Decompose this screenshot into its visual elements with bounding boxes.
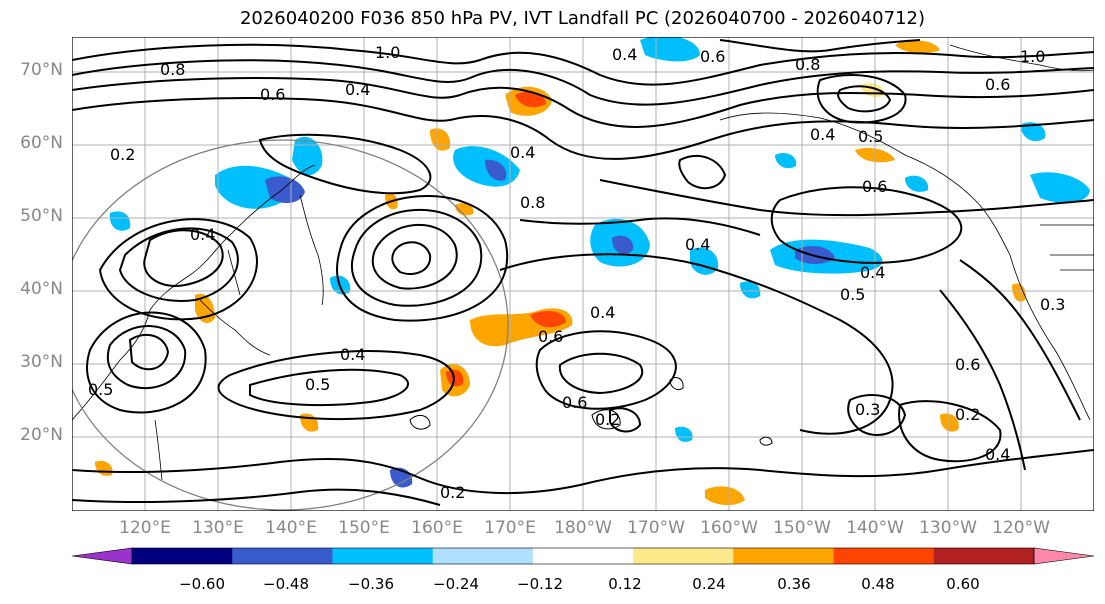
- svg-text:0.3: 0.3: [855, 400, 880, 419]
- lon-label-170w: 170°W: [627, 518, 685, 538]
- colorbar-segment: [833, 548, 935, 564]
- svg-text:0.4: 0.4: [685, 235, 710, 254]
- svg-text:0.4: 0.4: [612, 45, 637, 64]
- svg-text:0.8: 0.8: [160, 60, 185, 79]
- colorbar-segment: [933, 548, 1035, 564]
- svg-text:0.5: 0.5: [840, 285, 865, 304]
- svg-text:0.6: 0.6: [985, 75, 1010, 94]
- colorbar: [71, 547, 1095, 565]
- colorbar-tick-label: −0.24: [433, 575, 479, 593]
- region-circle: [72, 139, 509, 511]
- svg-text:0.8: 0.8: [795, 55, 820, 74]
- colorbar-tick-label: 0.48: [861, 575, 895, 593]
- map-title: 2026040200 F036 850 hPa PV, IVT Landfall…: [239, 8, 926, 29]
- svg-text:0.4: 0.4: [590, 303, 615, 322]
- svg-text:0.4: 0.4: [190, 225, 215, 244]
- colorbar-tick-label: 0.12: [608, 575, 642, 593]
- svg-text:0.6: 0.6: [862, 177, 887, 196]
- svg-text:0.3: 0.3: [1040, 295, 1065, 314]
- lon-label-150w: 150°W: [773, 518, 831, 538]
- svg-text:0.5: 0.5: [305, 375, 330, 394]
- negative-anomaly-fills: [109, 37, 1090, 488]
- svg-text:0.5: 0.5: [858, 127, 883, 146]
- lat-label-60n: 60°N: [20, 133, 63, 153]
- colorbar-tick-label: −0.48: [263, 575, 309, 593]
- svg-text:1.0: 1.0: [1020, 47, 1045, 66]
- colorbar-segment: [232, 548, 333, 564]
- svg-text:0.4: 0.4: [340, 345, 365, 364]
- lon-label-140w: 140°W: [846, 518, 904, 538]
- lon-label-160w: 160°W: [700, 518, 758, 538]
- pv-contours: [72, 39, 1094, 506]
- colorbar-extend-min: [71, 547, 133, 565]
- contour-labels: 0.4 0.6 1.0 0.8 0.6 0.4 1.0 0.4 0.8 0.5 …: [88, 43, 1065, 502]
- lon-label-150e: 150°E: [338, 518, 390, 538]
- colorbar-segment: [132, 548, 233, 564]
- colorbar-tick-label: −0.60: [179, 575, 225, 593]
- lon-label-130w: 130°W: [919, 518, 977, 538]
- svg-text:0.5: 0.5: [88, 380, 113, 399]
- lon-label-170e: 170°E: [484, 518, 536, 538]
- lon-label-120w: 120°W: [992, 518, 1050, 538]
- thin-contours: [409, 377, 773, 446]
- lat-label-20n: 20°N: [20, 425, 63, 445]
- colorbar-tick-label: −0.12: [517, 575, 563, 593]
- svg-text:0.6: 0.6: [538, 327, 563, 346]
- svg-text:0.2: 0.2: [595, 410, 620, 429]
- colorbar-segment: [633, 548, 734, 564]
- colorbar-tick-label: 0.36: [777, 575, 811, 593]
- colorbar-segment: [532, 548, 634, 564]
- colorbar-segment: [432, 548, 534, 564]
- colorbar-tick-label: −0.36: [348, 575, 394, 593]
- colorbar-segment: [733, 548, 835, 564]
- colorbar-segment: [332, 548, 434, 564]
- svg-text:0.6: 0.6: [700, 47, 725, 66]
- svg-text:0.4: 0.4: [345, 80, 370, 99]
- grid-lines: [72, 37, 1094, 511]
- svg-text:0.8: 0.8: [520, 193, 545, 212]
- lat-label-30n: 30°N: [20, 352, 63, 372]
- svg-text:1.0: 1.0: [375, 43, 400, 62]
- colorbar-tick-label: 0.24: [692, 575, 726, 593]
- svg-text:0.6: 0.6: [260, 85, 285, 104]
- lon-label-180w: 180°W: [554, 518, 612, 538]
- colorbar-extend-max: [1033, 547, 1095, 565]
- lon-label-130e: 130°E: [192, 518, 244, 538]
- lat-label-70n: 70°N: [20, 60, 63, 80]
- lon-label-140e: 140°E: [265, 518, 317, 538]
- colorbar-tick-label: 0.60: [946, 575, 980, 593]
- lon-label-120e: 120°E: [119, 518, 171, 538]
- coastlines: [72, 44, 1094, 481]
- svg-text:0.2: 0.2: [110, 145, 135, 164]
- svg-text:0.2: 0.2: [440, 483, 465, 502]
- lat-label-40n: 40°N: [20, 279, 63, 299]
- map-panel: 0.4 0.6 1.0 0.8 0.6 0.4 1.0 0.4 0.8 0.5 …: [72, 37, 1094, 511]
- lon-label-160e: 160°E: [411, 518, 463, 538]
- svg-text:0.4: 0.4: [985, 445, 1010, 464]
- svg-text:0.6: 0.6: [562, 393, 587, 412]
- svg-text:0.4: 0.4: [810, 125, 835, 144]
- colorbar-frame: [131, 547, 1035, 565]
- svg-text:0.6: 0.6: [955, 355, 980, 374]
- svg-text:0.4: 0.4: [510, 143, 535, 162]
- svg-text:0.4: 0.4: [860, 263, 885, 282]
- lat-label-50n: 50°N: [20, 206, 63, 226]
- svg-text:0.2: 0.2: [955, 405, 980, 424]
